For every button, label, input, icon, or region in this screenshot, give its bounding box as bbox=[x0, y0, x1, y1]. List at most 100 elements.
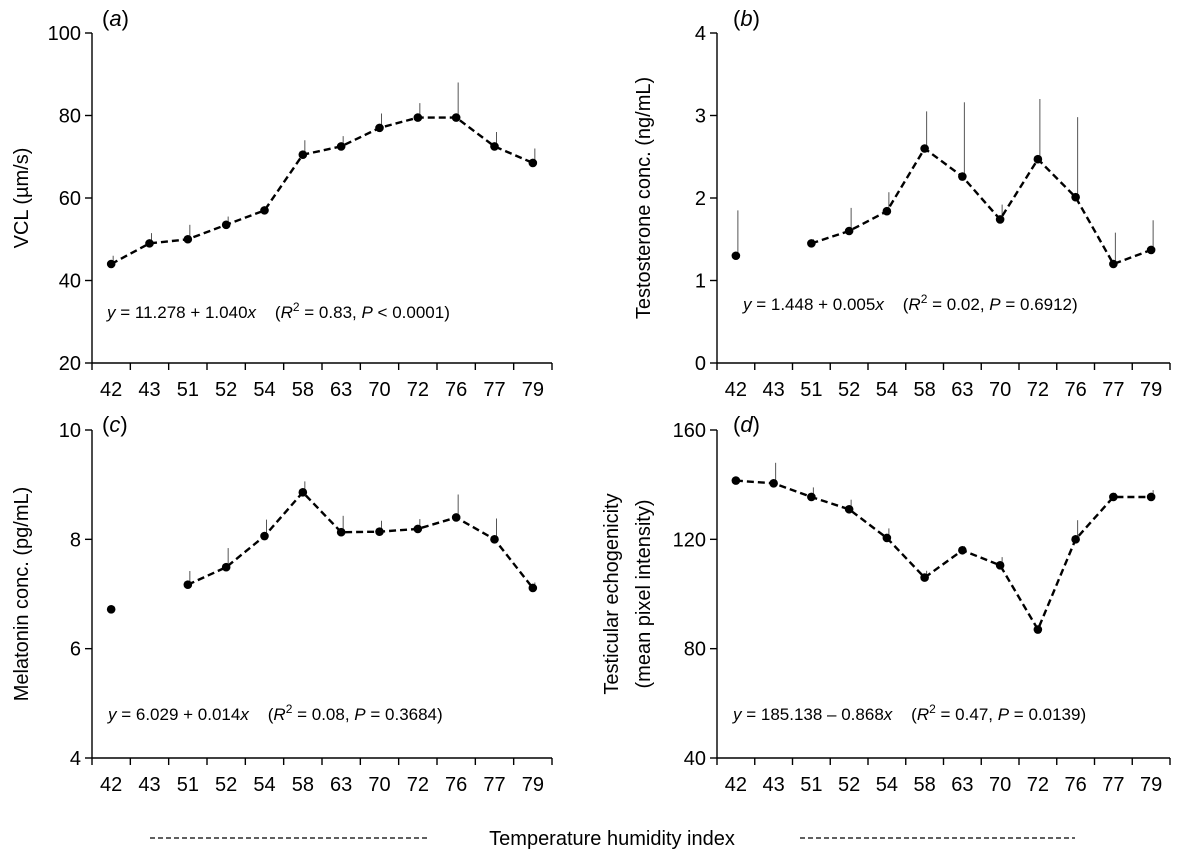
x-tick-label: 76 bbox=[1065, 379, 1087, 401]
y-tick-label: 80 bbox=[59, 106, 81, 128]
y-tick-label: 160 bbox=[673, 420, 706, 442]
regression-equation: y = 1.448 + 0.005x (R2 = 0.02, P = 0.691… bbox=[742, 292, 1078, 314]
regression-equation: y = 185.138 – 0.868x (R2 = 0.47, P = 0.0… bbox=[732, 702, 1086, 724]
x-tick-label: 77 bbox=[483, 774, 505, 796]
series-line bbox=[735, 479, 1152, 633]
common-x-label: Temperature humidity index bbox=[150, 828, 1075, 850]
x-tick-label: 54 bbox=[876, 774, 898, 796]
data-point bbox=[106, 605, 116, 614]
data-point bbox=[336, 142, 346, 151]
chart-panel-1: 20 40 60 80 100 42 43 51 52 54 58 63 70 72 76 77 79 VCL (… bbox=[11, 6, 553, 401]
y-axis-title: VCL (µm/s) bbox=[11, 148, 33, 249]
x-tick-label: 77 bbox=[483, 379, 505, 401]
x-tick-label: 51 bbox=[177, 379, 199, 401]
x-tick-label: 54 bbox=[876, 379, 898, 401]
x-tick-label: 42 bbox=[725, 379, 747, 401]
x-tick-label: 63 bbox=[330, 774, 352, 796]
data-point bbox=[769, 479, 778, 488]
x-tick-label: 43 bbox=[763, 379, 785, 401]
x-tick-label: 79 bbox=[1140, 379, 1162, 401]
x-tick-label: 58 bbox=[292, 774, 314, 796]
x-tick-label: 70 bbox=[368, 774, 390, 796]
x-tick-label: 54 bbox=[253, 379, 275, 401]
x-tick-label: 70 bbox=[989, 379, 1011, 401]
data-point bbox=[920, 573, 929, 582]
data-point bbox=[844, 504, 854, 514]
y-tick-label: 40 bbox=[59, 271, 81, 293]
x-tick-label: 52 bbox=[838, 379, 860, 401]
y-tick-label: 10 bbox=[59, 420, 81, 442]
x-tick-label: 76 bbox=[445, 379, 467, 401]
data-point bbox=[958, 545, 967, 555]
y-axis-title-line2: (mean pixel intensity) bbox=[633, 500, 655, 689]
x-tick-label: 52 bbox=[838, 774, 860, 796]
x-tick-label: 70 bbox=[368, 379, 390, 401]
chart-panel-3: 4 6 8 10 42 43 51 52 54 58 63 70 72 76 77 79 Melatonin c… bbox=[11, 412, 553, 796]
x-tick-label: 76 bbox=[445, 774, 467, 796]
data-point bbox=[1146, 492, 1156, 502]
y-axis-title: Testosterone conc. (ng/mL) bbox=[633, 77, 655, 319]
y-axis-title: Testicular echogenicity bbox=[601, 493, 623, 694]
data-point bbox=[1033, 154, 1043, 164]
data-point bbox=[183, 234, 193, 244]
data-point bbox=[995, 215, 1005, 224]
y-tick-label: 6 bbox=[70, 639, 81, 661]
x-axis-title: Temperature humidity index bbox=[489, 828, 735, 850]
x-tick-label: 51 bbox=[177, 774, 199, 796]
data-point bbox=[995, 561, 1005, 570]
y-tick-label: 40 bbox=[684, 748, 706, 770]
data-point bbox=[106, 259, 116, 269]
y-tick-label: 3 bbox=[695, 106, 706, 128]
y-tick-label: 120 bbox=[673, 529, 706, 551]
x-tick-label: 63 bbox=[951, 774, 973, 796]
data-point bbox=[375, 527, 384, 536]
y-tick-label: 100 bbox=[48, 23, 81, 45]
panel-tag: (a) bbox=[102, 6, 129, 31]
x-tick-label: 52 bbox=[215, 774, 237, 796]
data-point bbox=[844, 226, 854, 236]
panel-tag: (c) bbox=[102, 412, 128, 437]
y-axis-title: Melatonin conc. (pg/mL) bbox=[11, 487, 33, 702]
x-tick-label: 58 bbox=[292, 379, 314, 401]
y-tick-label: 4 bbox=[695, 23, 706, 45]
x-tick-label: 43 bbox=[763, 774, 785, 796]
data-point bbox=[183, 580, 193, 590]
series-line bbox=[187, 490, 534, 589]
y-tick-label: 20 bbox=[59, 353, 81, 375]
x-tick-label: 70 bbox=[989, 774, 1011, 796]
data-point bbox=[958, 172, 967, 181]
data-point bbox=[260, 206, 269, 215]
x-tick-label: 51 bbox=[800, 379, 822, 401]
x-tick-label: 79 bbox=[522, 774, 544, 796]
x-tick-label: 72 bbox=[1027, 379, 1049, 401]
data-point bbox=[260, 531, 269, 541]
chart-panel-2: 0 1 2 3 4 42 43 51 52 54 58 63 70 72 76 77 79 Testosteron… bbox=[633, 6, 1171, 401]
data-point bbox=[882, 533, 892, 543]
data-point bbox=[1109, 259, 1118, 269]
x-tick-label: 43 bbox=[138, 774, 160, 796]
regression-equation: y = 11.278 + 1.040x (R2 = 0.83, P < 0.00… bbox=[106, 300, 450, 322]
x-tick-label: 42 bbox=[100, 774, 122, 796]
data-point bbox=[731, 476, 741, 485]
y-tick-label: 8 bbox=[70, 529, 81, 551]
regression-equation: y = 6.029 + 0.014x (R2 = 0.08, P = 0.368… bbox=[107, 702, 443, 724]
data-point bbox=[298, 488, 308, 497]
panel-tag: (d) bbox=[733, 412, 760, 437]
data-point bbox=[298, 150, 308, 159]
y-tick-label: 0 bbox=[695, 353, 706, 375]
data-point bbox=[1109, 492, 1118, 502]
data-point bbox=[1071, 535, 1080, 544]
x-tick-label: 42 bbox=[100, 379, 122, 401]
x-tick-label: 63 bbox=[951, 379, 973, 401]
x-tick-label: 72 bbox=[407, 379, 429, 401]
data-point bbox=[920, 144, 929, 153]
data-point bbox=[1033, 625, 1043, 634]
data-point bbox=[528, 158, 538, 168]
x-tick-label: 63 bbox=[330, 379, 352, 401]
data-point bbox=[882, 206, 892, 216]
data-point bbox=[731, 251, 741, 261]
y-tick-label: 1 bbox=[695, 271, 706, 293]
x-tick-label: 79 bbox=[522, 379, 544, 401]
data-point bbox=[490, 142, 499, 151]
chart-panel-4: 40 80 120 160 42 43 51 52 54 58 63 70 72 76 77 79 Testic… bbox=[601, 412, 1171, 796]
